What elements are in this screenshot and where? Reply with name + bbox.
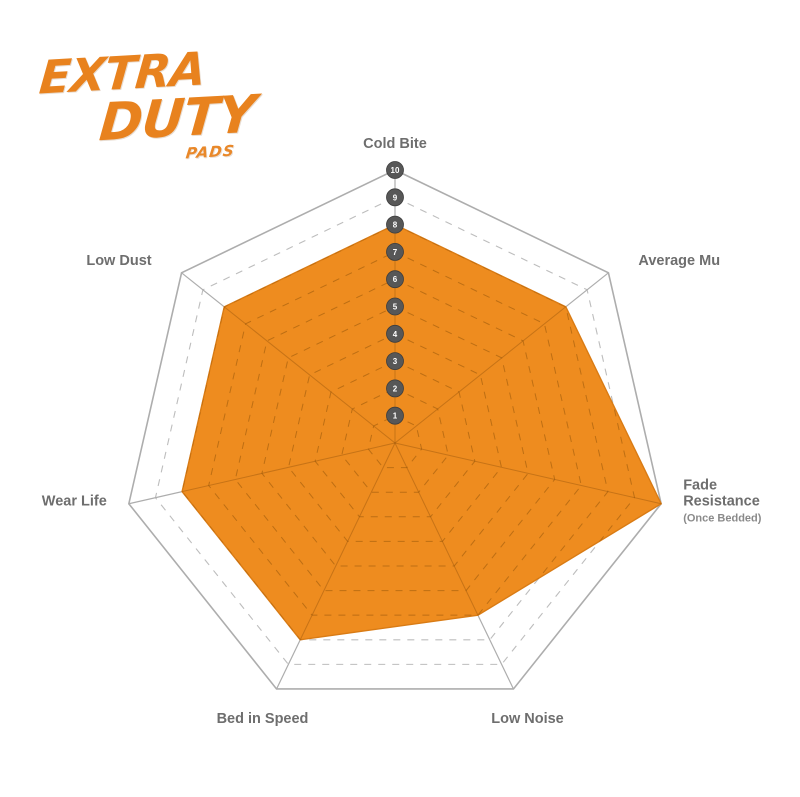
svg-text:2: 2 xyxy=(393,384,398,393)
svg-text:7: 7 xyxy=(393,248,398,257)
tick-badge-8: 8 xyxy=(386,215,404,234)
radar-series-extra-duty xyxy=(181,223,663,641)
radar-ring-8 xyxy=(181,223,609,641)
axis-label-0-line-0: Cold Bite xyxy=(363,136,427,152)
tick-badge-3: 3 xyxy=(386,352,404,371)
svg-text:1: 1 xyxy=(393,412,398,421)
tick-badge-6: 6 xyxy=(386,270,404,289)
svg-text:10: 10 xyxy=(391,166,400,175)
tick-badge-9: 9 xyxy=(386,188,404,207)
svg-text:8: 8 xyxy=(393,221,398,230)
radar-ring-overlay-7 xyxy=(208,251,582,616)
tick-badge-10: 10 xyxy=(386,161,404,179)
radar-series-polygon xyxy=(181,223,663,641)
radar-ring-overlay-5 xyxy=(261,305,529,567)
axis-label-5-line-0: Wear Life xyxy=(42,494,107,510)
radar-ring-overlay-4 xyxy=(287,333,503,542)
radar-tick-badges: 10 9 8 7 6 5 4 3 2 1 xyxy=(386,161,404,425)
tick-badge-2: 2 xyxy=(386,379,404,398)
svg-text:9: 9 xyxy=(393,193,398,202)
svg-text:4: 4 xyxy=(393,330,398,339)
radar-spoke-overlay-4 xyxy=(276,442,396,640)
tick-badge-4: 4 xyxy=(386,324,404,343)
axis-label-2-line-1: Resistance xyxy=(683,494,760,510)
radar-spoke-overlay-2 xyxy=(394,442,662,505)
tick-badge-7: 7 xyxy=(386,242,404,261)
tick-badge-5: 5 xyxy=(386,297,404,316)
axis-label-6-line-0: Low Dust xyxy=(86,253,151,269)
svg-text:6: 6 xyxy=(393,275,398,284)
axis-label-2-line-0: Fade xyxy=(683,478,717,494)
radar-spoke-overlay-3 xyxy=(394,442,514,640)
axis-label-1-line-0: Average Mu xyxy=(638,253,720,269)
radar-ring-10 xyxy=(127,169,663,690)
svg-text:3: 3 xyxy=(393,357,398,366)
radar-ring-9 xyxy=(154,196,636,665)
svg-text:5: 5 xyxy=(393,303,398,312)
axis-label-2-line-2: (Once Bedded) xyxy=(683,513,762,525)
radar-ring-overlay-6 xyxy=(234,278,556,592)
axis-label-3-line-0: Low Noise xyxy=(491,711,564,727)
axis-label-4-line-0: Bed in Speed xyxy=(217,711,309,727)
tick-badge-1: 1 xyxy=(386,406,404,425)
radar-spoke-overlay-5 xyxy=(182,442,396,505)
